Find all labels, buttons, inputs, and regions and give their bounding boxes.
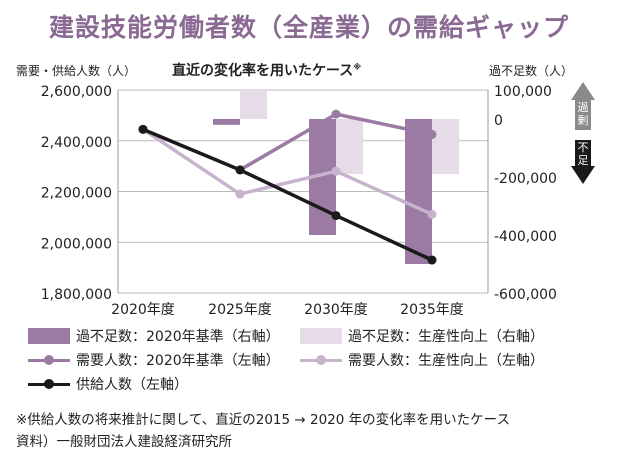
series-point-1 xyxy=(427,209,437,219)
bar-baseline xyxy=(213,119,240,125)
case-label: 直近の変化率を用いたケース※ xyxy=(172,62,362,79)
note-line-2: 資料）一般財団法人建設経済研究所 xyxy=(16,434,232,450)
right-tick-label: 100,000 xyxy=(494,84,552,100)
right-tick-label: -200,000 xyxy=(494,171,557,187)
legend-label: 需要人数：生産性向上（左軸） xyxy=(348,353,544,369)
surplus-arrow-head xyxy=(571,82,595,100)
chart-title: 建設技能労働者数（全産業）の需給ギャップ xyxy=(48,13,569,42)
category-label: 2020年度 xyxy=(111,302,175,318)
surplus-label: 剰 xyxy=(578,114,589,127)
series-point-2 xyxy=(138,124,148,134)
case-mark: ※ xyxy=(353,62,362,72)
note-line-1: ※供給人数の将来推計に関して、直近の2015 → 2020 年の変化率を用いたケ… xyxy=(16,412,510,428)
right-tick-label: -400,000 xyxy=(494,229,557,245)
left-tick-label: 1,800,000 xyxy=(41,287,112,303)
left-tick-label: 2,200,000 xyxy=(41,186,112,202)
series-point-1 xyxy=(331,166,341,176)
legend-swatch xyxy=(28,352,70,368)
legend-swatch xyxy=(28,376,70,392)
left-tick-label: 2,600,000 xyxy=(41,84,112,100)
bar-productivity xyxy=(240,90,267,119)
right-axis-label: 過不足数（人） xyxy=(489,64,574,78)
legend-swatch xyxy=(300,352,342,368)
footnote: ※供給人数の将来推計に関して、直近の2015 → 2020 年の変化率を用いたケ… xyxy=(16,409,606,453)
shortage-label: 不 xyxy=(578,141,589,154)
legend-label: 過不足数：2020年基準（右軸） xyxy=(76,329,280,345)
series-point-2 xyxy=(331,211,341,221)
bar-productivity xyxy=(432,119,459,175)
legend-label: 過不足数：生産性向上（右軸） xyxy=(348,329,544,345)
legend-label: 需要人数：2020年基準（左軸） xyxy=(76,353,280,369)
legend-swatch xyxy=(300,328,342,344)
shortage-arrow-body xyxy=(575,140,591,166)
left-tick-label: 2,400,000 xyxy=(41,135,112,151)
series-point-1 xyxy=(235,189,245,199)
legend-item: 需要人数：生産性向上（左軸） xyxy=(300,350,544,370)
left-tick-label: 2,000,000 xyxy=(41,236,112,252)
legend-swatch xyxy=(28,328,70,344)
legend-item: 過不足数：2020年基準（右軸） xyxy=(28,326,280,346)
legend-label: 供給人数（左軸） xyxy=(76,377,188,393)
left-axis-label: 需要・供給人数（人） xyxy=(16,64,137,78)
series-line-1 xyxy=(142,127,433,216)
series-point-0 xyxy=(331,109,341,119)
bar-productivity xyxy=(336,119,363,175)
category-label: 2025年度 xyxy=(208,302,272,318)
right-tick-label: 0 xyxy=(494,113,503,129)
shortage-arrow-head xyxy=(571,166,595,184)
series-point-2 xyxy=(427,255,437,265)
category-label: 2035年度 xyxy=(400,302,464,318)
category-label: 2030年度 xyxy=(304,302,368,318)
series-line-2 xyxy=(142,127,433,262)
legend-item: 需要人数：2020年基準（左軸） xyxy=(28,350,280,370)
right-tick-label: -600,000 xyxy=(494,287,557,303)
surplus-arrow-body xyxy=(575,100,591,130)
bar-baseline xyxy=(405,119,432,264)
legend-item: 過不足数：生産性向上（右軸） xyxy=(300,326,544,346)
legend-item: 供給人数（左軸） xyxy=(28,374,188,394)
series-point-0 xyxy=(427,129,437,139)
series-point-2 xyxy=(235,165,245,175)
series-line-0 xyxy=(142,112,433,172)
surplus-label: 過 xyxy=(578,101,589,114)
shortage-label: 足 xyxy=(578,154,589,167)
